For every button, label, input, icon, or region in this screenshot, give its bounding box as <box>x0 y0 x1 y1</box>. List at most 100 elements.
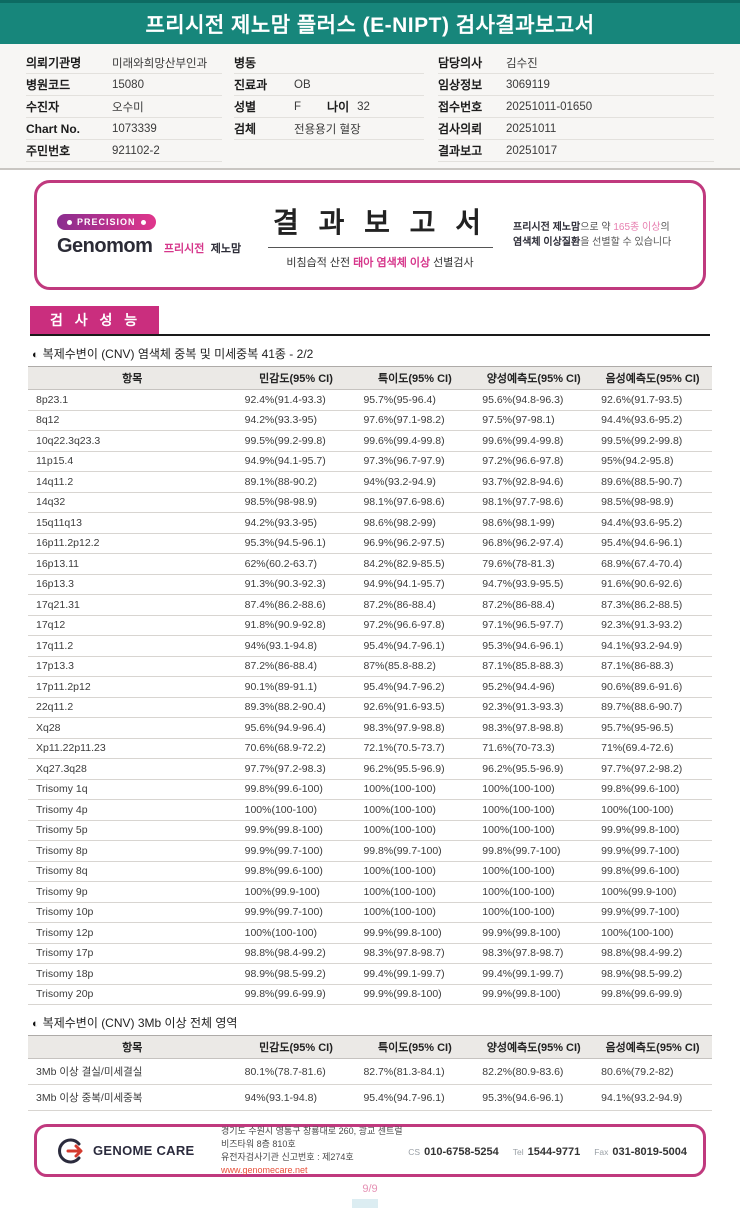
value-cell: 96.9%(96.2-97.5) <box>355 533 475 554</box>
item-cell: Xq28 <box>28 717 237 739</box>
perf-table-container: 항목 민감도(95% CI) 특이도(95% CI) 양성예측도(95% CI) 음성예… <box>28 366 712 1005</box>
performance-table-body: 8p23.1 92.4%(91.4-93.3) 95.7%(95-96.4) 95.6… <box>28 389 712 1005</box>
value-cell: 100%(100-100) <box>474 861 594 882</box>
column-header: 민감도(95% CI) <box>236 1035 356 1059</box>
value-cell: 97.2%(96.6-97.8) <box>474 451 594 472</box>
info-value: OB <box>294 78 311 91</box>
value-cell: 84.2%(82.9-85.5) <box>355 553 475 575</box>
patient-info-row: 병원코드 15080 <box>26 74 222 96</box>
table-row: 8q12 94.2%(93.3-95) 97.6%(97.1-98.2) 97.5%(… <box>28 410 712 431</box>
tel-contact: Tel 1544-9771 <box>513 1142 580 1160</box>
value-cell: 99.4%(99.1-99.7) <box>474 963 594 985</box>
value-cell: 97.5%(97-98.1) <box>474 410 594 431</box>
value-cell: 99.8%(99.6-99.9) <box>236 984 356 1005</box>
value-cell: 93.7%(92.8-94.6) <box>474 471 594 493</box>
info-label: 검사의뢰 <box>438 122 483 136</box>
table-row: 10q22.3q23.3 99.5%(99.2-99.8) 99.6%(99.4-9… <box>28 430 712 452</box>
tagline-line2: 염색체 이상질환을 선별할 수 있습니다 <box>513 235 683 250</box>
value-cell: 100%(100-100) <box>355 861 475 882</box>
value-cell: 98.3%(97.8-98.8) <box>474 717 594 739</box>
value-cell: 99.9%(99.7-100) <box>236 840 356 862</box>
value-cell: 99.4%(99.1-99.7) <box>355 963 475 985</box>
value-cell: 98.8%(98.4-99.2) <box>593 943 712 964</box>
value-cell: 99.8%(99.6-100) <box>593 861 712 882</box>
table-row: 16p13.3 91.3%(90.3-92.3) 94.9%(94.1-95.7) 9… <box>28 574 712 595</box>
patient-info-row: 임상정보 3069119 <box>438 74 714 96</box>
report-tagline: 프리시전 제노맘으로 약 165종 이상의 염색체 이상질환을 선별할 수 있습… <box>513 220 683 250</box>
item-cell: 16p11.2p12.2 <box>28 533 237 554</box>
info-label: 병동 <box>234 56 257 70</box>
column-header: 음성예측도(95% CI) <box>593 1035 712 1059</box>
value-cell: 98.3%(97.9-98.8) <box>355 717 475 739</box>
cnv-table-container: 항목 민감도(95% CI) 특이도(95% CI) 양성예측도(95% CI) 음성예… <box>28 1035 712 1111</box>
value-cell: 95.4%(94.7-96.1) <box>355 1084 475 1111</box>
info-value: 미래와희망산부인과 <box>112 57 208 70</box>
info-value: F <box>294 100 302 113</box>
value-cell: 82.7%(81.3-84.1) <box>355 1058 475 1085</box>
value-cell: 90.6%(89.6-91.6) <box>593 676 712 698</box>
value-cell: 90.1%(89-91.1) <box>236 676 356 698</box>
info-value: 20251017 <box>506 144 558 157</box>
value-cell: 87.2%(86-88.4) <box>474 594 594 616</box>
top-accent-strip <box>0 0 740 3</box>
value-cell: 94%(93.2-94.9) <box>355 471 475 493</box>
value-cell: 100%(99.9-100) <box>593 881 712 903</box>
perf-table-title-text: 복제수변이 (CNV) 염색체 중복 및 미세중복 41종 - 2/2 <box>42 347 314 361</box>
info-label: 담당의사 <box>438 56 483 70</box>
column-header: 음성예측도(95% CI) <box>593 366 712 390</box>
value-cell: 99.9%(99.7-100) <box>593 840 712 862</box>
patient-info-row: 진료과 OB <box>234 74 424 96</box>
value-cell: 100%(100-100) <box>474 881 594 903</box>
value-cell: 99.9%(99.7-100) <box>236 902 356 923</box>
patient-info-row: 접수번호 20251011-01650 <box>438 96 714 118</box>
header-row: 항목 민감도(95% CI) 특이도(95% CI) 양성예측도(95% CI) 음성예… <box>28 1035 712 1059</box>
item-cell: 3Mb 이상 결실/미세결실 <box>28 1058 237 1085</box>
patient-info-row: 의뢰기관명 미래와희망산부인과 <box>26 52 222 74</box>
info-label: 진료과 <box>234 78 268 92</box>
value-cell: 70.6%(68.9-72.2) <box>236 738 356 759</box>
value-cell: 98.8%(98.4-99.2) <box>236 943 356 964</box>
value-cell: 97.3%(96.7-97.9) <box>355 451 475 472</box>
table-row: 3Mb 이상 결실/미세결실 80.1%(78.7-81.6) 82.7%(81.3… <box>28 1058 712 1085</box>
value-cell: 95.4%(94.7-96.2) <box>355 676 475 698</box>
patient-info-column-3: 담당의사 김수진 임상정보 3069119 접수번호 20251011-01650 검사의뢰… <box>438 52 714 162</box>
value-cell: 100%(100-100) <box>593 799 712 821</box>
value-cell: 94.2%(93.3-95) <box>236 410 356 431</box>
info-value: 전용용기 혈장 <box>294 123 361 136</box>
subtitle-text: 선별검사 <box>430 256 474 269</box>
item-cell: Trisomy 12p <box>28 922 237 944</box>
value-cell: 99.9%(99.8-100) <box>236 820 356 841</box>
value-cell: 98.5%(98-98.9) <box>236 492 356 513</box>
patient-info-row: 담당의사 김수진 <box>438 52 714 74</box>
table-row: Trisomy 5p 99.9%(99.8-100) 100%(100-100) 10… <box>28 820 712 841</box>
value-cell: 100%(100-100) <box>474 799 594 821</box>
page-title: 프리시전 제노맘 플러스 (E-NIPT) 검사결과보고서 <box>145 13 595 37</box>
perf-table-title: ◐ 복제수변이 (CNV) 염색체 중복 및 미세중복 41종 - 2/2 <box>32 345 710 362</box>
cnv-table: 항목 민감도(95% CI) 특이도(95% CI) 양성예측도(95% CI) 음성예… <box>28 1035 712 1111</box>
value-cell: 99.6%(99.4-99.8) <box>474 430 594 452</box>
website-link[interactable]: www.genomecare.net <box>221 1164 308 1175</box>
item-cell: Trisomy 5p <box>28 820 237 841</box>
value-cell: 100%(100-100) <box>355 779 475 800</box>
report-subtitle: 비침습적 산전 태아 염색체 이상 선별검사 <box>247 254 513 270</box>
report-title: 결 과 보 고 서 <box>273 206 487 238</box>
cs-number: 010-6758-5254 <box>424 1145 499 1158</box>
value-cell: 95.3%(94.5-96.1) <box>236 533 356 554</box>
precision-badge: PRECISION <box>57 214 156 231</box>
header-row: 항목 민감도(95% CI) 특이도(95% CI) 양성예측도(95% CI) 음성예… <box>28 366 712 390</box>
address-line1: 경기도 수원시 영통구 창룡대로 260, 광교 센트럴비즈타워 8층 810호 <box>221 1125 403 1149</box>
value-cell: 99.9%(99.8-100) <box>474 922 594 944</box>
item-cell: 17p11.2p12 <box>28 676 237 698</box>
value-cell: 97.1%(96.5-97.7) <box>474 615 594 636</box>
item-cell: 17q12 <box>28 615 237 636</box>
value-cell: 100%(100-100) <box>355 881 475 903</box>
info-label: 검체 <box>234 122 257 136</box>
cs-contact: CS 010-6758-5254 <box>408 1142 498 1160</box>
table-row: 17q21.31 87.4%(86.2-88.6) 87.2%(86-88.4) 87… <box>28 594 712 616</box>
brand-name: Genomom <box>57 235 153 258</box>
value-cell: 82.2%(80.9-83.6) <box>474 1058 594 1085</box>
section-label: 검 사 성 능 <box>30 306 160 334</box>
cnv-table-head: 항목 민감도(95% CI) 특이도(95% CI) 양성예측도(95% CI) 음성예… <box>28 1035 712 1059</box>
fax-number: 031-8019-5004 <box>612 1145 687 1158</box>
value-cell: 87.1%(86-88.3) <box>593 656 712 677</box>
